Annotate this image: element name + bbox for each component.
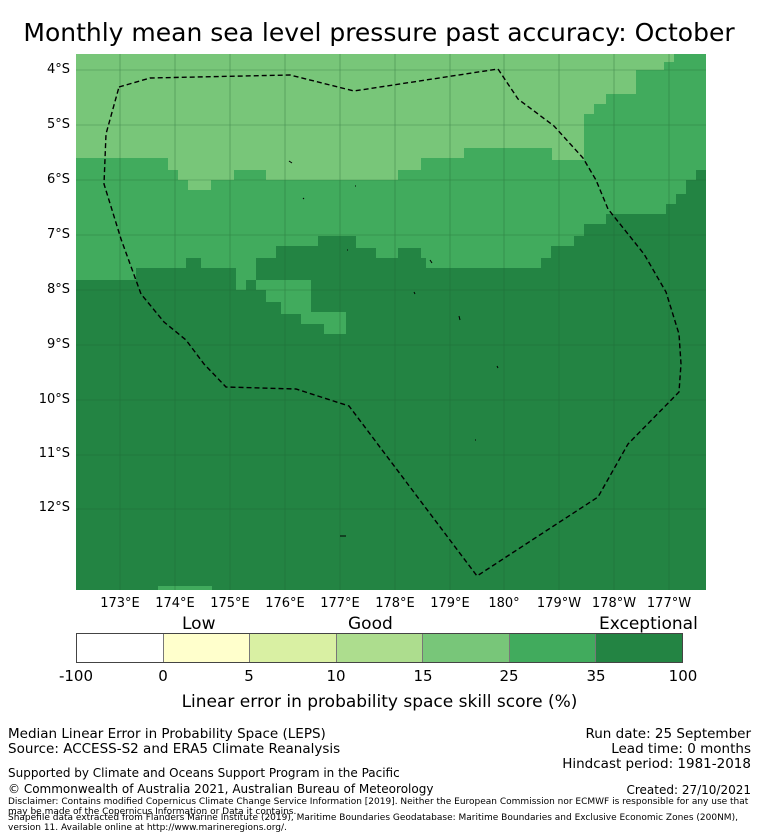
lon-label: 178°E [375, 596, 415, 611]
map-canvas [76, 54, 706, 590]
lat-label: 5°S [46, 117, 70, 132]
eez-boundary [103, 68, 682, 577]
lat-label: 10°S [38, 392, 70, 407]
lat-label: 4°S [46, 62, 70, 77]
footer-disclaimer: Disclaimer: Contains modified Copernicus… [8, 797, 749, 817]
lon-label: 174°E [155, 596, 195, 611]
colorbar-swatch [336, 634, 424, 662]
lon-label: 177°W [646, 596, 692, 611]
region-south-patch [158, 586, 212, 590]
footer-created: Created: 27/10/2021 [626, 783, 751, 797]
lat-label: 9°S [46, 337, 70, 352]
colorbar-tick: 0 [158, 667, 168, 685]
lat-label: 12°S [38, 500, 70, 515]
lat-label: 11°S [38, 446, 70, 461]
lon-label: 175°E [210, 596, 250, 611]
colorbar-tick: -100 [58, 667, 94, 685]
skill-map[interactable] [76, 54, 706, 590]
footer-copyright: © Commonwealth of Australia 2021, Austra… [8, 782, 434, 796]
colorbar-swatch [423, 634, 510, 662]
colorbar-category-exceptional: Exceptional [599, 614, 698, 634]
lat-label: 6°S [46, 172, 70, 187]
colorbar-tick: 15 [413, 667, 433, 685]
lon-label: 178°W [591, 596, 637, 611]
islands [288, 160, 499, 537]
lon-label: 180° [488, 596, 520, 611]
colorbar-tick: 25 [499, 667, 519, 685]
colorbar-title: Linear error in probability space skill … [181, 692, 578, 712]
region-25-35-patch [246, 280, 346, 334]
lon-label: 179°E [430, 596, 470, 611]
colorbar-swatch [509, 634, 597, 662]
colorbar-tick: 5 [244, 667, 254, 685]
colorbar-tick: 100 [668, 667, 698, 685]
footer-shapefile: Shapefile data extracted from Flanders M… [8, 813, 738, 833]
footer-method: Median Linear Error in Probability Space… [8, 726, 326, 742]
colorbar-swatch [163, 634, 251, 662]
footer-hindcast: Hindcast period: 1981-2018 [562, 756, 751, 772]
colorbar-tick: 35 [586, 667, 606, 685]
colorbar-swatch [596, 634, 683, 662]
colorbar-category-low: Low [182, 614, 216, 634]
region-15-25 [76, 54, 674, 190]
lon-label: 177°E [320, 596, 360, 611]
graticule [76, 54, 706, 590]
lon-label: 179°W [536, 596, 582, 611]
colorbar-swatch [77, 634, 164, 662]
lon-label: 176°E [265, 596, 305, 611]
colorbar-category-good: Good [348, 614, 393, 634]
chart-title: Monthly mean sea level pressure past acc… [23, 18, 735, 47]
footer-run-date: Run date: 25 September [585, 726, 751, 742]
footer-source: Source: ACCESS-S2 and ERA5 Climate Reana… [8, 741, 341, 757]
colorbar-tick: 10 [326, 667, 346, 685]
footer-supported: Supported by Climate and Oceans Support … [8, 766, 400, 780]
lat-label: 8°S [46, 282, 70, 297]
lon-label: 173°E [100, 596, 140, 611]
lat-label: 7°S [46, 227, 70, 242]
colorbar-swatch [250, 634, 337, 662]
colorbar [76, 633, 683, 663]
footer-lead-time: Lead time: 0 months [611, 741, 751, 757]
